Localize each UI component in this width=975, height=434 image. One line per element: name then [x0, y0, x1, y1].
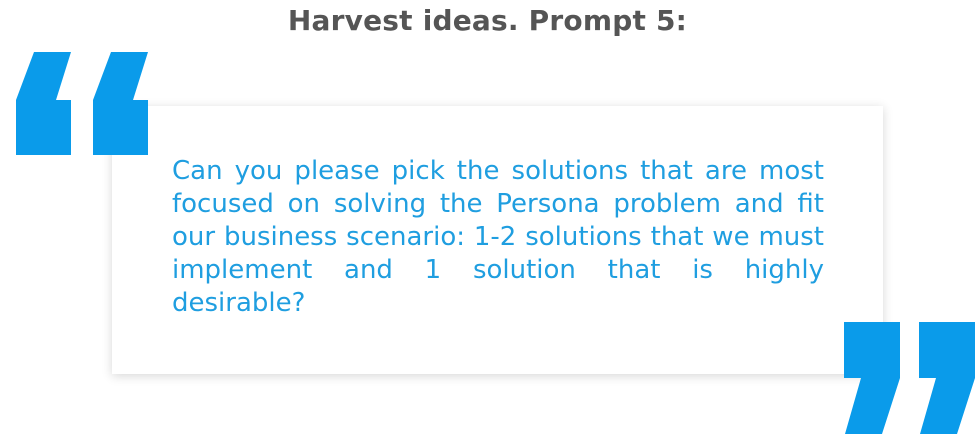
page-title: Harvest ideas. Prompt 5: [287, 4, 688, 37]
close-quote-icon [844, 322, 975, 434]
open-quote-icon [16, 52, 148, 155]
quote-card [112, 106, 883, 374]
quote-text: Can you please pick the solutions that a… [172, 156, 824, 318]
